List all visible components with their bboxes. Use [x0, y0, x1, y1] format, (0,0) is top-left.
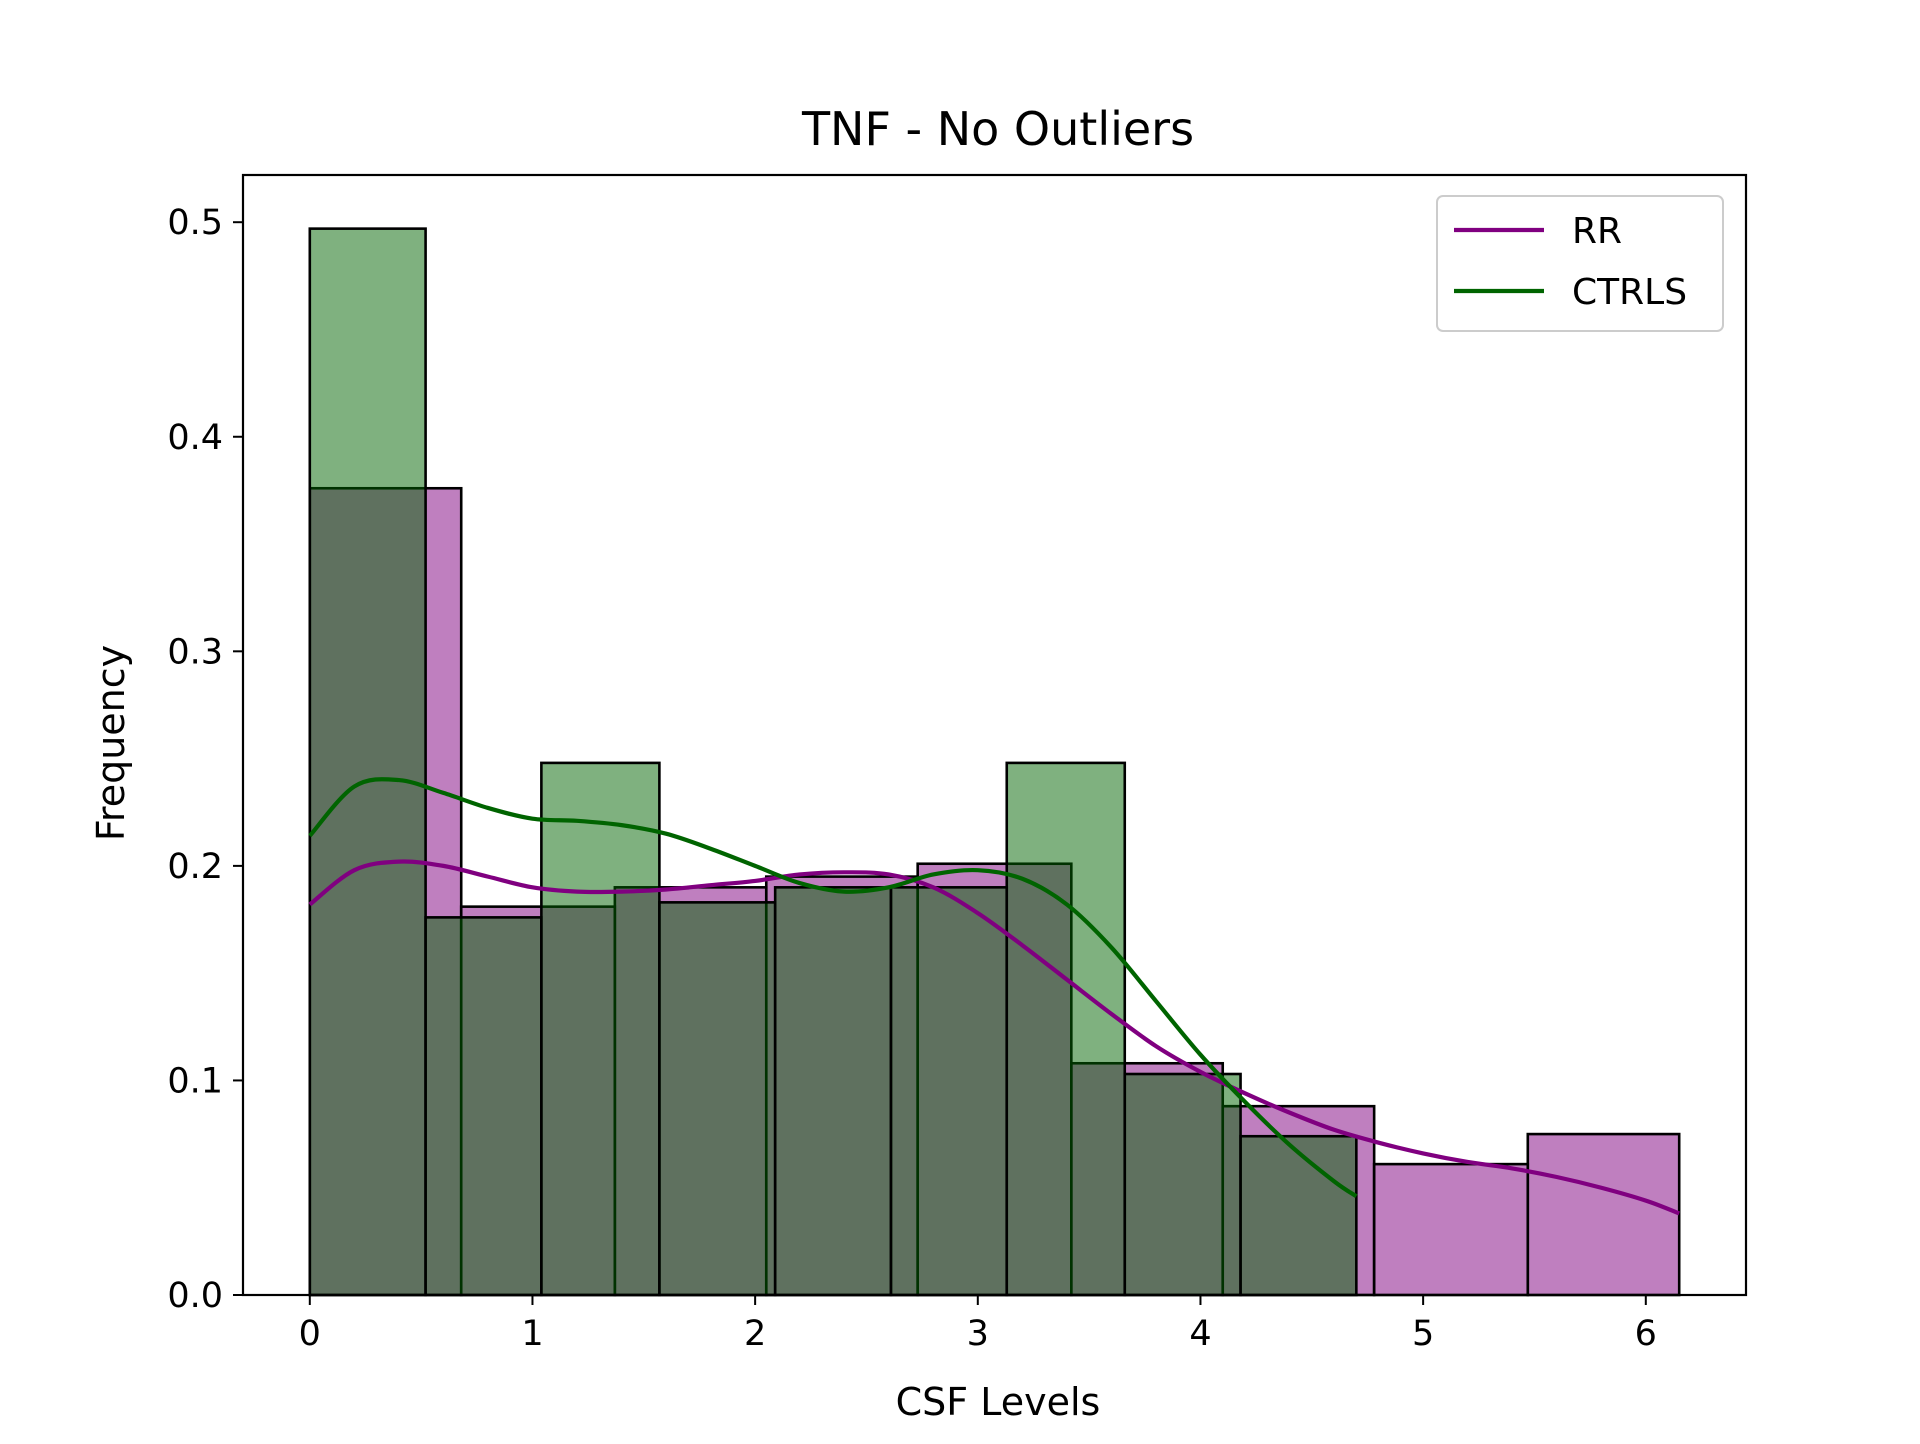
bar-ctrls-3 [658, 901, 777, 1297]
y-tick-label-0: 0.0 [167, 1276, 223, 1316]
chart-title: TNF - No Outliers [801, 102, 1194, 156]
legend: RR CTRLS [1436, 195, 1724, 332]
axes-frame [241, 173, 1748, 1297]
x-tick-label-5: 5 [1412, 1314, 1434, 1354]
bar-ctrls-1 [424, 916, 543, 1297]
y-tick-label-2: 0.2 [167, 847, 223, 887]
bar-rr-7 [1372, 1162, 1530, 1297]
bar-ctrls-2 [540, 761, 661, 1297]
bar-ctrls-6 [1005, 761, 1127, 1297]
axes-layer: 0 1 2 3 4 5 6 0.0 0.1 0.2 0.3 0.4 0.5 [167, 173, 1748, 1354]
bar-rr-8 [1526, 1132, 1681, 1297]
x-tick-label-6: 6 [1635, 1314, 1657, 1354]
bar-ctrls-5 [889, 886, 1009, 1297]
x-tick-label-1: 1 [521, 1314, 543, 1354]
bars-layer [243, 175, 1746, 1297]
y-tick-label-4: 0.4 [167, 418, 223, 458]
kde-line-rr [308, 859, 1680, 1216]
y-tick-label-5: 0.5 [167, 203, 223, 243]
y-tick-label-1: 0.1 [167, 1061, 223, 1101]
bar-ctrls-7 [1123, 1072, 1242, 1297]
kde-layer [308, 777, 1680, 1216]
bar-ctrls-8 [1239, 1134, 1358, 1297]
kde-line-ctrls [308, 777, 1358, 1199]
legend-label-ctrls: CTRLS [1572, 272, 1687, 313]
y-tick-label-3: 0.3 [167, 632, 223, 672]
x-tick-label-3: 3 [967, 1314, 989, 1354]
x-tick-label-2: 2 [744, 1314, 766, 1354]
x-axis-label: CSF Levels [896, 1380, 1101, 1424]
bar-ctrls-0 [308, 227, 427, 1297]
y-axis-label: Frequency [89, 645, 133, 841]
x-tick-label-4: 4 [1189, 1314, 1211, 1354]
bar-ctrls-4 [773, 886, 893, 1297]
legend-label-rr: RR [1572, 211, 1622, 252]
x-tick-label-0: 0 [299, 1314, 321, 1354]
